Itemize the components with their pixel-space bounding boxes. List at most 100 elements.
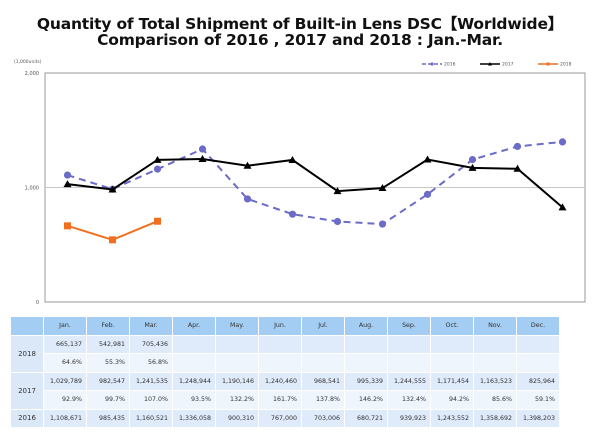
column-header: Jan. [44,317,86,335]
data-point-2016 [468,156,477,164]
ratio-cell: 93.5% [173,391,215,409]
units-cell [517,335,559,353]
ratio-cell: 161.7% [259,391,301,409]
data-point-2017 [63,180,72,188]
column-header: Aug. [345,317,387,335]
ratio-cell [431,354,473,372]
ratio-cell [388,354,430,372]
series-2018 [64,217,161,244]
ratio-cell: 99.7% [87,391,129,409]
units-cell [431,335,473,353]
data-point-2016 [63,171,72,179]
units-cell: 1,248,944 [173,372,215,390]
legend-item-2018: 2018 [538,62,572,68]
units-cell: 1,243,552 [431,409,473,427]
ratio-cell: 55.3% [87,354,129,372]
data-point-2018 [109,236,116,244]
units-cell: 1,108,671 [44,409,86,427]
ratio-cell: 132.4% [388,391,430,409]
units-cell: 703,006 [302,409,344,427]
units-cell: 825,964 [517,372,559,390]
units-cell [474,335,516,353]
data-point-2017 [243,161,252,169]
data-point-2017 [288,155,297,163]
data-point-2017 [333,187,342,195]
data-point-2017 [198,154,207,162]
legend-label: 2017 [502,62,514,68]
units-cell: 900,310 [216,409,258,427]
table-row-2016-units: 2016 1,108,671 985,435 1,160,521 1,336,058 90… [11,409,559,427]
units-cell: 1,163,523 [474,372,516,390]
ratio-cell [173,354,215,372]
row-year-label: 2016 [11,409,43,427]
ratio-cell [517,354,559,372]
series-2016 [63,138,567,228]
ratio-cell: 107.0% [130,391,172,409]
ratio-cell [474,354,516,372]
units-cell [302,335,344,353]
table-corner [11,317,43,335]
units-cell [388,335,430,353]
data-point-2016 [513,142,522,151]
column-header: Mar. [130,317,172,335]
column-header: Jul. [302,317,344,335]
data-point-2016 [423,190,432,198]
units-cell: 1,241,535 [130,372,172,390]
table-header-row: Jan. Feb. Mar. Apr. May. Jun. Jul. Aug. Sep. Oct.… [11,317,559,335]
row-year-label: 2017 [11,372,43,409]
ratio-cell: 59.1% [517,391,559,409]
units-cell [173,335,215,353]
units-cell: 995,339 [345,372,387,390]
units-cell: 680,721 [345,409,387,427]
chart-title: Quantity of Total Shipment of Built-in L… [36,15,564,33]
column-header: May. [216,317,258,335]
legend-marker [488,62,492,66]
line-chart: 0 1,000 2,000 2016 2017 2018 [25,62,586,306]
ratio-cell: 92.9% [44,391,86,409]
units-cell: 1,190,146 [216,372,258,390]
y-tick-label: 2,000 [25,71,39,77]
column-header: Dec. [517,317,559,335]
legend-marker [430,62,434,66]
units-cell: 1,336,058 [173,409,215,427]
units-cell: 982,547 [87,372,129,390]
y-tick-label: 1,000 [25,186,39,192]
units-cell: 705,436 [130,335,172,353]
data-point-2017 [513,164,522,172]
ratio-cell: 85.6% [474,391,516,409]
data-point-2017 [153,155,162,163]
y-tick-label: 0 [36,300,39,306]
units-cell: 1,398,203 [517,409,559,427]
table-row-2018-units: 2018 665,137 542,981 705,436 [11,335,559,372]
units-cell: 1,240,460 [259,372,301,390]
legend-marker [546,62,550,66]
data-point-2017 [108,185,117,193]
units-cell: 985,435 [87,409,129,427]
series-line-2017 [67,157,564,209]
ratio-cell [302,354,344,372]
column-header: Nov. [474,317,516,335]
ratio-cell: 64.6% [44,354,86,372]
data-point-2018 [64,222,71,230]
units-cell [259,335,301,353]
ratio-cell: 137.8% [302,391,344,409]
units-cell: 1,358,692 [474,409,516,427]
ratio-cell: 56.8% [130,354,172,372]
table-row-2017-ratio: 92.9% 99.7% 107.0% 93.5% 132.2% 161.7% 137.8% 1… [11,391,559,409]
table-row-2017-units: 2017 1,029,789 982,547 1,241,535 1,248,944 1,… [11,372,559,409]
units-cell: 1,244,555 [388,372,430,390]
ratio-cell [216,354,258,372]
units-cell [345,335,387,353]
column-header: Jun. [259,317,301,335]
units-cell: 968,541 [302,372,344,390]
data-point-2016 [288,210,297,218]
unit-label: (1,000units) [14,60,42,65]
ratio-cell [259,354,301,372]
data-point-2016 [153,165,162,173]
data-point-2016 [333,217,342,226]
data-table: Jan. Feb. Mar. Apr. May. Jun. Jul. Aug. Sep. Oct.… [10,316,560,428]
column-header: Oct. [431,317,473,335]
units-cell: 542,981 [87,335,129,353]
data-point-2018 [154,217,161,225]
legend-item-2016: 2016 [422,62,456,68]
